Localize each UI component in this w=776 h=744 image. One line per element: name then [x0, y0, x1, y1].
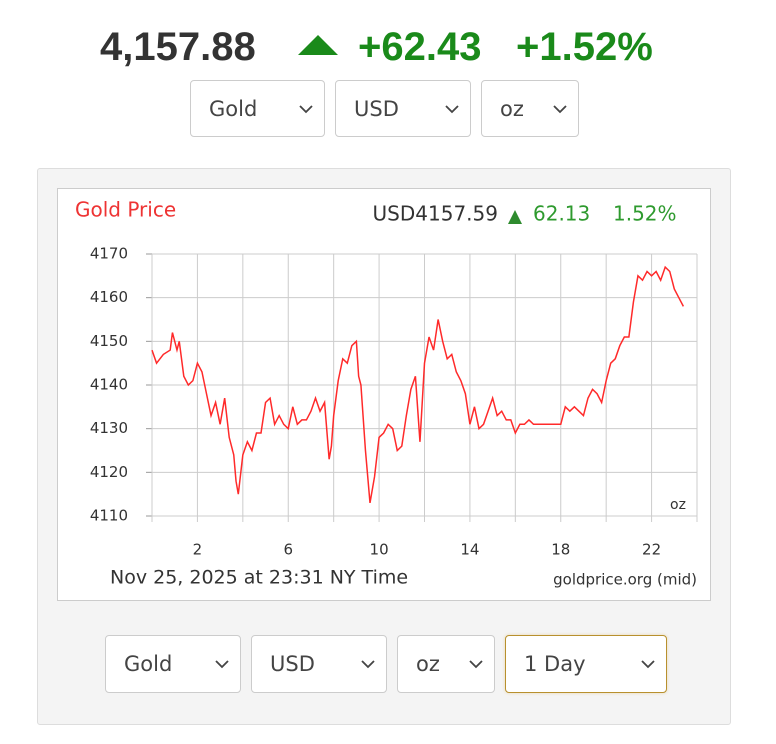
chevron — [445, 104, 459, 113]
select-value: Gold — [209, 96, 258, 121]
price-line — [151, 265, 685, 504]
y-tick-label: 4150 — [90, 332, 128, 350]
change: +62.43 — [358, 25, 482, 69]
select-value: oz — [500, 96, 524, 121]
select[interactable]: 1 Day — [505, 635, 667, 693]
up-arrow — [298, 35, 338, 55]
select[interactable]: oz — [481, 80, 579, 137]
y-tick-label: 4140 — [90, 376, 128, 394]
x-tick-label: 2 — [193, 541, 203, 559]
select[interactable]: Gold — [190, 80, 325, 137]
x-tick-label: 22 — [642, 541, 661, 559]
chart-box — [57, 188, 711, 601]
timestamp: Nov 25, 2025 at 23:31 NY Time — [110, 567, 408, 589]
chevron — [641, 660, 655, 669]
x-tick-label: 10 — [370, 541, 389, 559]
select-value: USD — [354, 96, 399, 121]
y-tick-label: 4120 — [90, 463, 128, 481]
chart-title: Gold Price — [75, 198, 176, 222]
chevron — [215, 660, 229, 669]
chart: Gold Price USD4157.59 62.13 1.52% oz Nov… — [75, 198, 698, 589]
select-value: 1 Day — [524, 652, 586, 676]
select[interactable]: Gold — [105, 635, 241, 693]
select-value: Gold — [124, 652, 173, 676]
quote: USD4157.59 — [373, 202, 498, 226]
chevron — [299, 104, 313, 113]
y-tick-label: 4160 — [90, 288, 128, 306]
quote-pct: 1.52% — [613, 202, 677, 226]
chevron — [361, 660, 375, 669]
source: goldprice.org (mid) — [553, 571, 697, 589]
select-value: USD — [270, 652, 315, 676]
y-tick-label: 4170 — [90, 245, 128, 263]
select-value: oz — [416, 652, 440, 676]
y-tick-label: 4130 — [90, 419, 128, 437]
quote-change: 62.13 — [533, 202, 590, 226]
quote-arrow — [508, 210, 522, 224]
chevron — [469, 660, 483, 669]
x-tick-label: 6 — [283, 541, 293, 559]
price: 4,157.88 — [100, 25, 256, 69]
x-tick-label: 18 — [551, 541, 570, 559]
select[interactable]: oz — [397, 635, 495, 693]
select[interactable]: USD — [251, 635, 387, 693]
change-pct: +1.52% — [516, 25, 653, 69]
chevron — [553, 104, 567, 113]
select[interactable]: USD — [335, 80, 471, 137]
unit-label: oz — [670, 497, 686, 513]
x-tick-label: 14 — [460, 541, 479, 559]
y-tick-label: 4110 — [90, 507, 128, 525]
